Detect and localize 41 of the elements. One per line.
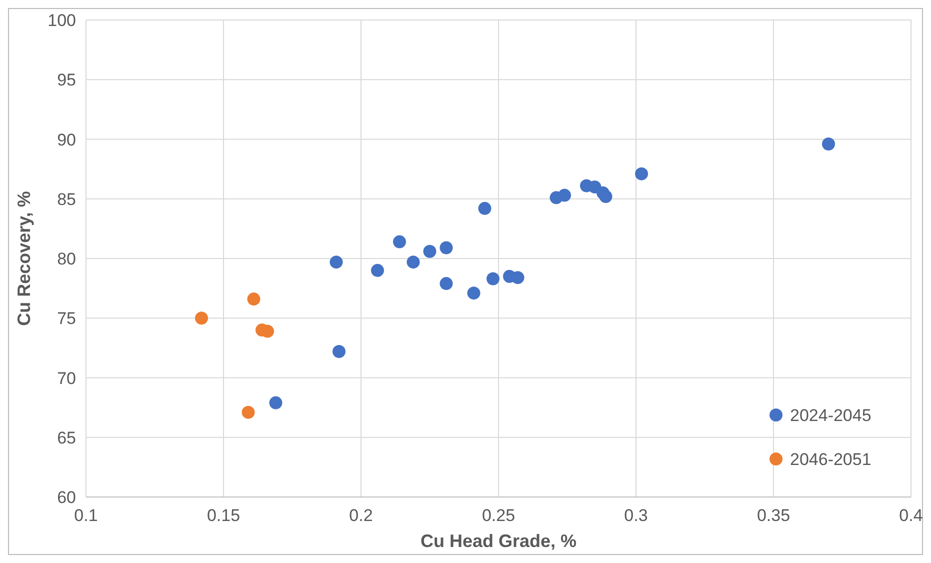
x-tick-label: 0.1 [74, 506, 98, 525]
legend-label: 2046-2051 [790, 450, 872, 469]
x-tick-label: 0.4 [899, 506, 923, 525]
point [822, 138, 835, 151]
y-tick-label: 90 [57, 130, 76, 150]
point [635, 167, 648, 180]
x-axis-title: Cu Head Grade, % [420, 531, 577, 551]
y-tick-label: 75 [57, 309, 76, 328]
y-tick-label: 65 [57, 428, 76, 448]
point [486, 272, 500, 286]
point [195, 312, 208, 325]
y-tick-label: 70 [57, 368, 76, 388]
point [330, 256, 343, 269]
x-tick-label: 0.2 [349, 506, 373, 525]
y-axis-title: Cu Recovery, % [14, 191, 34, 326]
point [371, 264, 384, 277]
y-tick-label: 95 [57, 70, 76, 90]
legend-label: 2024-2045 [790, 406, 872, 425]
point [440, 277, 453, 290]
point [478, 202, 492, 215]
point [423, 244, 436, 258]
x-tick-label: 0.25 [482, 506, 516, 525]
point [332, 345, 346, 358]
point [269, 396, 282, 410]
y-tick-label: 100 [48, 11, 76, 30]
y-tick-label: 85 [57, 190, 76, 209]
x-tick-label: 0.3 [624, 506, 648, 525]
y-tick-label: 60 [57, 488, 76, 507]
point [440, 241, 453, 254]
point [247, 292, 260, 306]
point [558, 188, 571, 202]
point [406, 256, 420, 269]
x-tick-label: 0.35 [756, 506, 790, 525]
point [467, 286, 480, 300]
point [393, 235, 406, 248]
point [599, 190, 612, 203]
point [242, 406, 255, 419]
point [511, 271, 524, 284]
x-tick-label: 0.15 [206, 506, 240, 525]
point [261, 324, 274, 338]
y-tick-label: 80 [57, 250, 76, 268]
